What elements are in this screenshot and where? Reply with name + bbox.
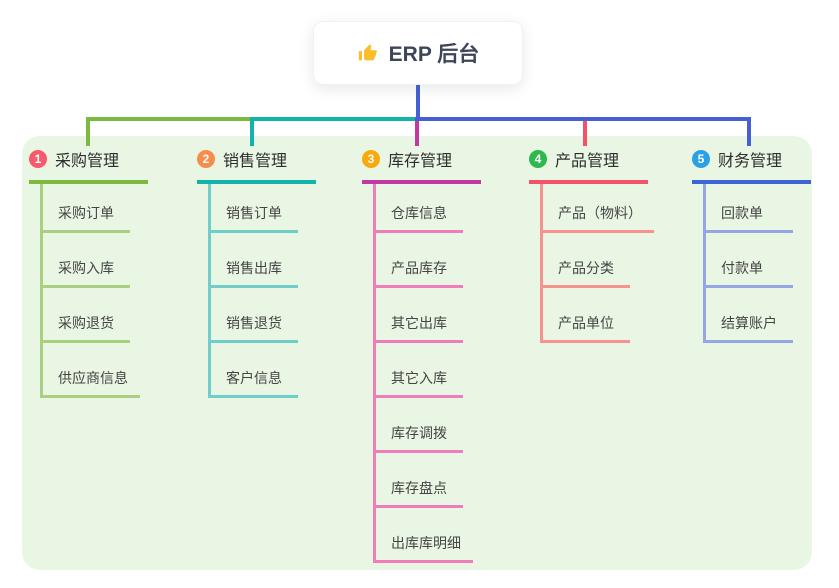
node-settlement-account[interactable]: 结算账户 [703, 313, 793, 343]
child-node: 付款单 [703, 258, 793, 288]
root-label: ERP 后台 [388, 43, 480, 66]
branch-header-finance[interactable]: 5 财务管理 [692, 147, 811, 184]
child-node: 销售订单 [208, 203, 298, 233]
child-node: 采购订单 [40, 203, 130, 233]
node-purchase-return[interactable]: 采购退货 [40, 313, 130, 343]
node-stock-taking[interactable]: 库存盘点 [373, 478, 463, 508]
node-purchase-order[interactable]: 采购订单 [40, 203, 130, 233]
drop-sales [250, 117, 254, 146]
node-product-unit[interactable]: 产品单位 [540, 313, 630, 343]
child-node: 结算账户 [703, 313, 793, 343]
branch-label: 采购管理 [55, 153, 120, 170]
node-other-inbound[interactable]: 其它入库 [373, 368, 463, 398]
node-product-material[interactable]: 产品（物料） [540, 203, 654, 233]
drop-procurement [86, 117, 90, 146]
child-node: 其它出库 [373, 313, 463, 343]
branch-label: 财务管理 [718, 153, 783, 170]
branch-number-badge: 4 [529, 150, 547, 168]
branch-label: 销售管理 [223, 153, 288, 170]
branch-number-badge: 2 [197, 150, 215, 168]
child-node: 采购入库 [40, 258, 130, 288]
node-payment-bill[interactable]: 付款单 [703, 258, 793, 288]
node-sales-return[interactable]: 销售退货 [208, 313, 298, 343]
node-outbound-detail[interactable]: 出库库明细 [373, 533, 473, 563]
node-purchase-inbound[interactable]: 采购入库 [40, 258, 130, 288]
node-supplier-info[interactable]: 供应商信息 [40, 368, 140, 398]
rail-sales [250, 117, 419, 121]
drop-finance [747, 117, 751, 146]
spine-product [540, 180, 543, 343]
node-customer-info[interactable]: 客户信息 [208, 368, 298, 398]
spine-procurement [40, 180, 43, 398]
child-node: 库存调拨 [373, 423, 463, 453]
spine-sales [208, 180, 211, 398]
rail-procurement [86, 117, 254, 121]
branch-header-procurement[interactable]: 1 采购管理 [29, 147, 148, 184]
branches-panel [22, 136, 812, 570]
child-node: 产品（物料） [540, 203, 654, 233]
node-other-outbound[interactable]: 其它出库 [373, 313, 463, 343]
branch-number-badge: 5 [692, 150, 710, 168]
child-node: 供应商信息 [40, 368, 140, 398]
child-node: 采购退货 [40, 313, 130, 343]
branch-number-badge: 1 [29, 150, 47, 168]
thumbs-up-icon [358, 44, 377, 61]
node-sales-order[interactable]: 销售订单 [208, 203, 298, 233]
branch-header-product[interactable]: 4 产品管理 [529, 147, 648, 184]
child-node: 仓库信息 [373, 203, 463, 233]
branch-number-badge: 3 [362, 150, 380, 168]
child-node: 库存盘点 [373, 478, 463, 508]
rail-finance [415, 117, 751, 121]
child-node: 销售出库 [208, 258, 298, 288]
node-product-stock[interactable]: 产品库存 [373, 258, 463, 288]
node-stock-transfer[interactable]: 库存调拨 [373, 423, 463, 453]
child-node: 回款单 [703, 203, 793, 233]
branch-header-inventory[interactable]: 3 库存管理 [362, 147, 481, 184]
root-node[interactable]: ERP 后台 [313, 21, 523, 85]
child-node: 其它入库 [373, 368, 463, 398]
child-node: 产品库存 [373, 258, 463, 288]
child-node: 销售退货 [208, 313, 298, 343]
node-warehouse-info[interactable]: 仓库信息 [373, 203, 463, 233]
root-stem-connector [416, 82, 420, 121]
drop-product [583, 121, 587, 146]
child-node: 产品分类 [540, 258, 630, 288]
branch-header-sales[interactable]: 2 销售管理 [197, 147, 316, 184]
node-product-category[interactable]: 产品分类 [540, 258, 630, 288]
node-receipt-bill[interactable]: 回款单 [703, 203, 793, 233]
child-node: 客户信息 [208, 368, 298, 398]
node-sales-outbound[interactable]: 销售出库 [208, 258, 298, 288]
spine-inventory [373, 180, 376, 563]
branch-label: 产品管理 [555, 153, 620, 170]
child-node: 产品单位 [540, 313, 630, 343]
branch-label: 库存管理 [388, 153, 453, 170]
child-node: 出库库明细 [373, 533, 473, 563]
spine-finance [703, 180, 706, 343]
drop-inventory [415, 121, 419, 146]
